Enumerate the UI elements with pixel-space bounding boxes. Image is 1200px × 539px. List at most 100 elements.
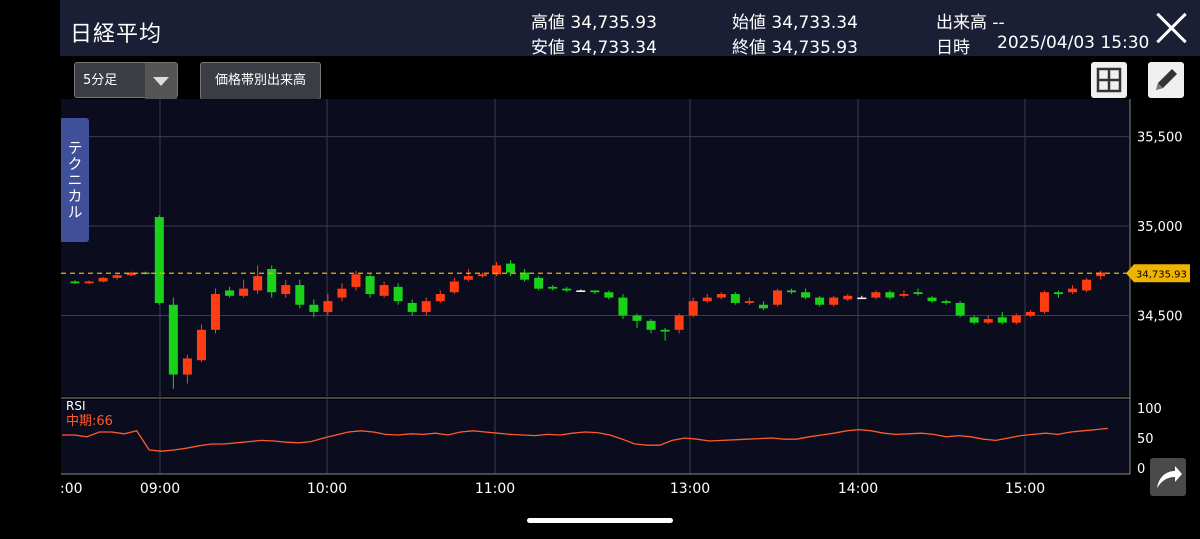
candle-body [997,317,1007,323]
candle-body [674,315,684,330]
candle-body [955,302,965,316]
last-price-tag: 34,735.93 [1126,264,1190,283]
candle-body [267,268,277,293]
candle-body [787,290,797,293]
y-tick-label: 34,500 [1137,309,1183,324]
candle-body [941,301,951,303]
date-value: 2025/04/03 15:30 [997,33,1150,53]
candle-body [576,290,586,292]
candle-body [506,263,516,273]
header-bar: 日経平均 高値 34,735.93 安値 34,733.34 始値 34,733… [60,0,1200,58]
volume-value: 出来高 -- [936,13,1005,33]
candle-body [702,297,712,302]
chevron-down-icon [145,63,177,99]
candle-body [1011,315,1021,323]
share-button[interactable] [1150,458,1186,496]
candle-body [913,292,923,295]
x-tick-label: 14:00 [838,481,878,497]
candle-body [407,302,417,312]
candle-body [1025,311,1035,316]
candle-body [1039,292,1049,312]
candle-body [281,285,291,295]
candle-body [323,301,333,312]
layout-grid-button[interactable] [1091,62,1127,98]
date-label: 日時 [936,38,970,58]
candle-body [1096,272,1106,277]
candle-body [758,304,768,309]
candle-body [421,301,431,312]
candle-body [871,292,881,298]
candle-body [857,297,867,300]
instrument-title: 日経平均 [70,22,163,47]
candle-body [393,286,403,302]
candle-body [211,294,220,330]
open-value: 始値 34,733.34 [732,13,858,33]
low-value: 安値 34,733.34 [531,38,657,58]
candle-body [225,290,235,296]
candle-body [379,285,389,296]
candle-body [309,304,319,312]
candle-body [365,276,375,295]
draw-button[interactable] [1148,62,1184,98]
volume-by-price-button[interactable]: 価格帯別出来高 [200,62,321,100]
candle-body [520,272,530,280]
candle-body [534,277,544,289]
candle-body [295,285,305,305]
candle-body [688,301,698,316]
candle-body [351,274,361,287]
candle-body [253,276,263,291]
x-tick-label: 09:00 [140,481,180,497]
rsi-label: RSI [66,399,86,413]
candle-body [660,329,670,332]
home-indicator[interactable] [527,518,673,523]
rsi-period-label: 中期:66 [66,414,113,429]
candle-body [154,217,164,303]
interval-value: 5分足 [83,73,118,88]
x-tick-label: 11:00 [475,481,515,497]
candle-body [646,320,656,330]
x-tick-label: :00 [60,481,83,497]
candle-body [492,265,501,275]
rsi-plot-area [61,400,1130,474]
x-tick-label: 15:00 [1005,481,1045,497]
candle-body [182,358,192,375]
candle-body [435,294,445,302]
y-tick-label: 35,500 [1137,131,1183,146]
candle-body [969,317,979,323]
main-plot-area [61,99,1130,396]
pencil-icon [1156,69,1177,90]
candle-body [927,297,937,302]
rsi-tick-label: 0 [1137,462,1145,477]
candle-body [1054,292,1063,295]
candle-body [337,288,347,298]
candle-body [477,274,487,277]
y-tick-label: 35,000 [1137,220,1183,235]
technical-tab[interactable]: テクニカル [61,118,89,242]
rsi-tick-label: 100 [1137,402,1162,417]
candle-body [112,275,122,278]
candle-body [604,292,614,298]
candle-body [716,294,726,298]
candle-body [1068,288,1078,293]
candle-body [98,277,108,282]
candle-body [590,290,600,293]
candle-body [70,281,80,284]
candle-body [843,295,853,300]
rsi-line [62,427,1109,452]
candle-body [463,276,473,280]
last-price-tag-text: 34,735.93 [1136,269,1187,280]
candle-body [548,286,558,289]
share-arrow-icon [1157,466,1182,488]
close-value: 終値 34,735.93 [732,38,858,58]
candle-body [632,315,642,321]
interval-select[interactable]: 5分足 [74,62,178,99]
rsi-tick-label: 50 [1137,432,1154,447]
candle-body [829,297,839,305]
candle-body [801,292,811,298]
candle-body [126,272,136,276]
candle-body [899,294,909,296]
candle-body [815,297,825,305]
candle-body [885,292,895,298]
candle-body [773,290,782,305]
